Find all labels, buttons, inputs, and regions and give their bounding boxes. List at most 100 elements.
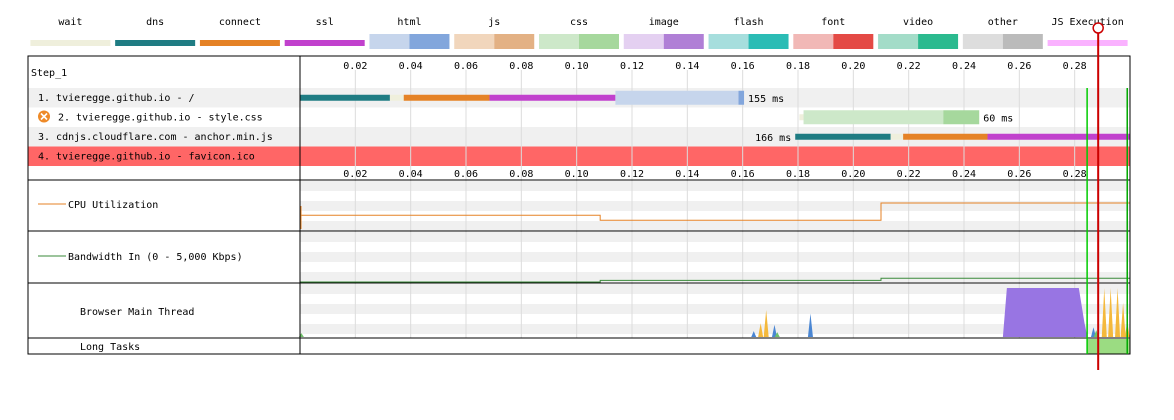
- duration-label: 166 ms: [755, 133, 791, 144]
- x-tick-label-top: 0.04: [399, 61, 423, 72]
- legend-swatch-dark: [409, 34, 450, 49]
- x-tick-label-middle: 0.02: [343, 169, 367, 180]
- x-tick-label-top: 0.14: [675, 61, 699, 72]
- x-tick-label-top: 0.18: [786, 61, 810, 72]
- x-tick-label-top: 0.24: [952, 61, 976, 72]
- legend-swatch-light: [369, 34, 410, 49]
- main-thread-painting-spike: [807, 313, 813, 337]
- table-row-highlighted: [28, 146, 1130, 166]
- main-thread-layout: [1002, 288, 1088, 337]
- legend-swatch-light: [454, 34, 495, 49]
- x-tick-label-top: 0.02: [343, 61, 367, 72]
- x-tick-label-top: 0.08: [509, 61, 533, 72]
- legend-label-connect: connect: [219, 17, 261, 28]
- request-bar-wait: [799, 114, 804, 121]
- legend-label-dns: dns: [146, 17, 164, 28]
- request-bar-ssl: [987, 133, 1130, 140]
- request-label: 2. tvieregge.github.io - style.css: [58, 113, 263, 124]
- x-tick-label-top: 0.22: [897, 61, 921, 72]
- main-thread-label: Browser Main Thread: [80, 307, 194, 318]
- legend-label-js-execution: JS Execution: [1051, 17, 1123, 28]
- request-bar-dns: [795, 133, 891, 140]
- marker-handle: [1092, 22, 1104, 34]
- x-tick-label-middle: 0.24: [952, 169, 976, 180]
- request-bar-ttfb: [615, 90, 739, 105]
- legend-label-css: css: [570, 17, 588, 28]
- table-row: [28, 127, 1130, 147]
- x-tick-label-middle: 0.26: [1007, 169, 1031, 180]
- legend-swatch: [284, 40, 365, 46]
- long-tasks-label: Long Tasks: [80, 342, 140, 353]
- panel-stripe: [300, 304, 1130, 314]
- legend-label-flash: flash: [733, 17, 763, 28]
- request-bar-dns: [300, 94, 390, 101]
- x-tick-label-top: 0.20: [841, 61, 865, 72]
- error-icon-stroke: [40, 112, 48, 121]
- request-bar-connect: [403, 94, 490, 101]
- legend-label-wait: wait: [58, 17, 82, 28]
- legend-swatch: [199, 40, 280, 46]
- legend-label-video: video: [903, 17, 933, 28]
- x-tick-label-middle: 0.20: [841, 169, 865, 180]
- main-thread-scripting-spike: [1115, 288, 1121, 337]
- x-tick-label-top: 0.28: [1063, 61, 1087, 72]
- panel-stripe: [300, 272, 1130, 282]
- x-tick-label-top: 0.10: [565, 61, 589, 72]
- x-tick-label-top: 0.12: [620, 61, 644, 72]
- main-thread-painting-spike: [751, 331, 757, 337]
- request-bar-wait: [890, 133, 904, 140]
- cpu-label: CPU Utilization: [68, 200, 158, 211]
- panel-stripe: [300, 324, 1130, 334]
- legend-swatch-dark: [663, 34, 704, 49]
- legend-swatch-light: [623, 34, 664, 49]
- x-tick-label-middle: 0.04: [399, 169, 423, 180]
- legend-swatch-dark: [748, 34, 789, 49]
- legend-label-image: image: [649, 17, 679, 28]
- legend-swatch-light: [708, 34, 749, 49]
- legend-swatch-light: [878, 34, 919, 49]
- legend-swatch-dark: [1002, 34, 1043, 49]
- x-tick-label-middle: 0.28: [1063, 169, 1087, 180]
- request-bar-download: [738, 90, 745, 105]
- x-tick-label-middle: 0.12: [620, 169, 644, 180]
- legend-label-ssl: ssl: [316, 17, 334, 28]
- chart-frame: [27, 55, 1131, 355]
- x-tick-label-middle: 0.18: [786, 169, 810, 180]
- legend-label-html: html: [397, 17, 421, 28]
- panel-stripe: [300, 201, 1130, 211]
- legend-swatch-dark: [833, 34, 874, 49]
- legend-swatch-dark: [579, 34, 619, 49]
- request-label: 3. cdnjs.cloudflare.com - anchor.min.js: [38, 132, 273, 143]
- panel-stripe: [300, 181, 1130, 191]
- x-tick-label-top: 0.06: [454, 61, 478, 72]
- request-bar-connect: [903, 133, 988, 140]
- main-thread-other-spike: [774, 332, 780, 337]
- request-bar-wait: [389, 94, 404, 101]
- panel-stripe: [300, 252, 1130, 262]
- main-thread-scripting-spike: [758, 323, 764, 337]
- main-thread-scripting-spike: [763, 310, 769, 337]
- step-row: [28, 56, 1130, 88]
- bandwidth-series-line: [300, 277, 1130, 283]
- legend-swatch-light: [793, 34, 834, 49]
- legend-swatch: [30, 40, 111, 46]
- bandwidth-label: Bandwidth In (0 - 5,000 Kbps): [68, 252, 243, 263]
- legend-label-other: other: [988, 17, 1018, 28]
- x-tick-label-top: 0.16: [731, 61, 755, 72]
- duration-label: 155 ms: [748, 94, 784, 105]
- panel-stripe: [300, 232, 1130, 242]
- cpu-series-line: [300, 202, 1130, 221]
- main-thread-scripting-spike: [1101, 288, 1107, 337]
- long-task-block: [1087, 339, 1130, 354]
- request-bar-ttfb: [803, 110, 944, 125]
- legend-label-js: js: [488, 17, 500, 28]
- x-tick-label-top: 0.26: [1007, 61, 1031, 72]
- x-tick-label-middle: 0.10: [565, 169, 589, 180]
- legend-swatch-dark: [494, 34, 535, 49]
- request-bar-ssl: [489, 94, 616, 101]
- legend-swatch-dark: [918, 34, 959, 49]
- step-label: Step_1: [31, 68, 67, 79]
- x-tick-label-middle: 0.22: [897, 169, 921, 180]
- x-tick-label-middle: 0.06: [454, 169, 478, 180]
